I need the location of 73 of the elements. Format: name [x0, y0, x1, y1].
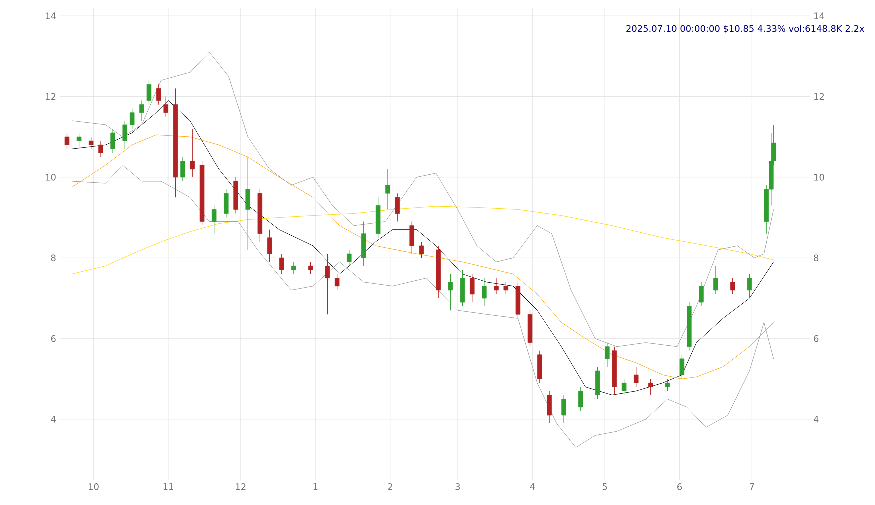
x-tick-label: 6	[678, 484, 682, 490]
candlestick	[730, 278, 736, 295]
x-tick-label: 3	[456, 484, 460, 490]
candlestick	[494, 278, 499, 295]
text: 2025.07.10 00:00:00 $10.85 4.33% vol:6148.8K 2.2x	[626, 25, 864, 34]
y-tick-label: 6	[51, 335, 56, 342]
x-tick-label: 2	[388, 484, 392, 490]
candlestick	[448, 274, 454, 311]
line-series	[72, 52, 774, 348]
candlestick	[130, 108, 135, 130]
candlestick	[110, 128, 116, 154]
x-tick-label: 1	[314, 484, 318, 490]
candlestick	[395, 193, 400, 222]
candlestick	[578, 386, 584, 412]
x-tick-label: 11	[164, 484, 174, 490]
candlestick	[665, 378, 670, 392]
x-tick-label: 5	[602, 484, 608, 490]
candlestick	[419, 242, 424, 258]
line-series	[72, 206, 774, 275]
x-tick-label: 10	[89, 484, 99, 490]
candlestick	[98, 140, 104, 158]
candlestick	[146, 80, 152, 106]
candlestick	[470, 274, 475, 303]
y-tick-label: 10	[46, 174, 56, 181]
candlestick	[504, 282, 509, 295]
x-tick-label: 7	[750, 484, 754, 490]
candlestick	[334, 274, 340, 291]
candlestick	[280, 254, 284, 275]
line-series	[72, 134, 774, 380]
candlestick	[180, 156, 186, 182]
y-tick-label: 8	[51, 254, 56, 262]
candlestick	[308, 262, 314, 275]
candlestick	[634, 366, 639, 388]
x-tick-label: 4	[530, 484, 536, 490]
candlestick	[648, 378, 654, 396]
y2-tick-label: 6	[814, 335, 819, 342]
y2-tick-label: 10	[814, 174, 824, 181]
candlestick	[164, 96, 168, 118]
candlestick	[622, 378, 627, 396]
candlestick	[122, 120, 128, 150]
candlestick	[246, 156, 250, 250]
y2-tick-label: 12	[814, 93, 824, 100]
candlestick	[64, 132, 70, 150]
candlestick	[680, 354, 685, 380]
candlestick	[190, 128, 196, 178]
candlestick	[482, 278, 487, 307]
candlestick	[605, 342, 610, 368]
candlestick	[547, 390, 552, 424]
candlestick	[224, 189, 229, 218]
candlestick	[76, 132, 82, 150]
y2-tick-label: 4	[814, 416, 819, 423]
line-series	[72, 165, 774, 448]
candlestick	[699, 282, 704, 307]
y-tick-label: 12	[46, 93, 56, 100]
candlestick	[747, 274, 752, 299]
y2-tick-label: 14	[814, 12, 824, 20]
candlestick	[267, 230, 272, 262]
candlestick	[714, 266, 718, 295]
candlestick	[292, 262, 296, 275]
candlestick	[386, 169, 390, 210]
line-series	[72, 100, 774, 396]
x-tick-label: 12	[236, 484, 246, 490]
y-tick-label: 14	[46, 12, 56, 20]
candlestick	[88, 136, 94, 150]
candlestick	[140, 100, 144, 122]
candlestick	[156, 84, 162, 106]
candlestick	[410, 222, 414, 254]
candlestick	[347, 250, 352, 266]
y-tick-label: 4	[51, 416, 56, 423]
candlestick	[325, 254, 330, 315]
candlestick	[212, 205, 217, 234]
candlestick	[562, 394, 566, 424]
y2-tick-label: 8	[814, 254, 819, 262]
